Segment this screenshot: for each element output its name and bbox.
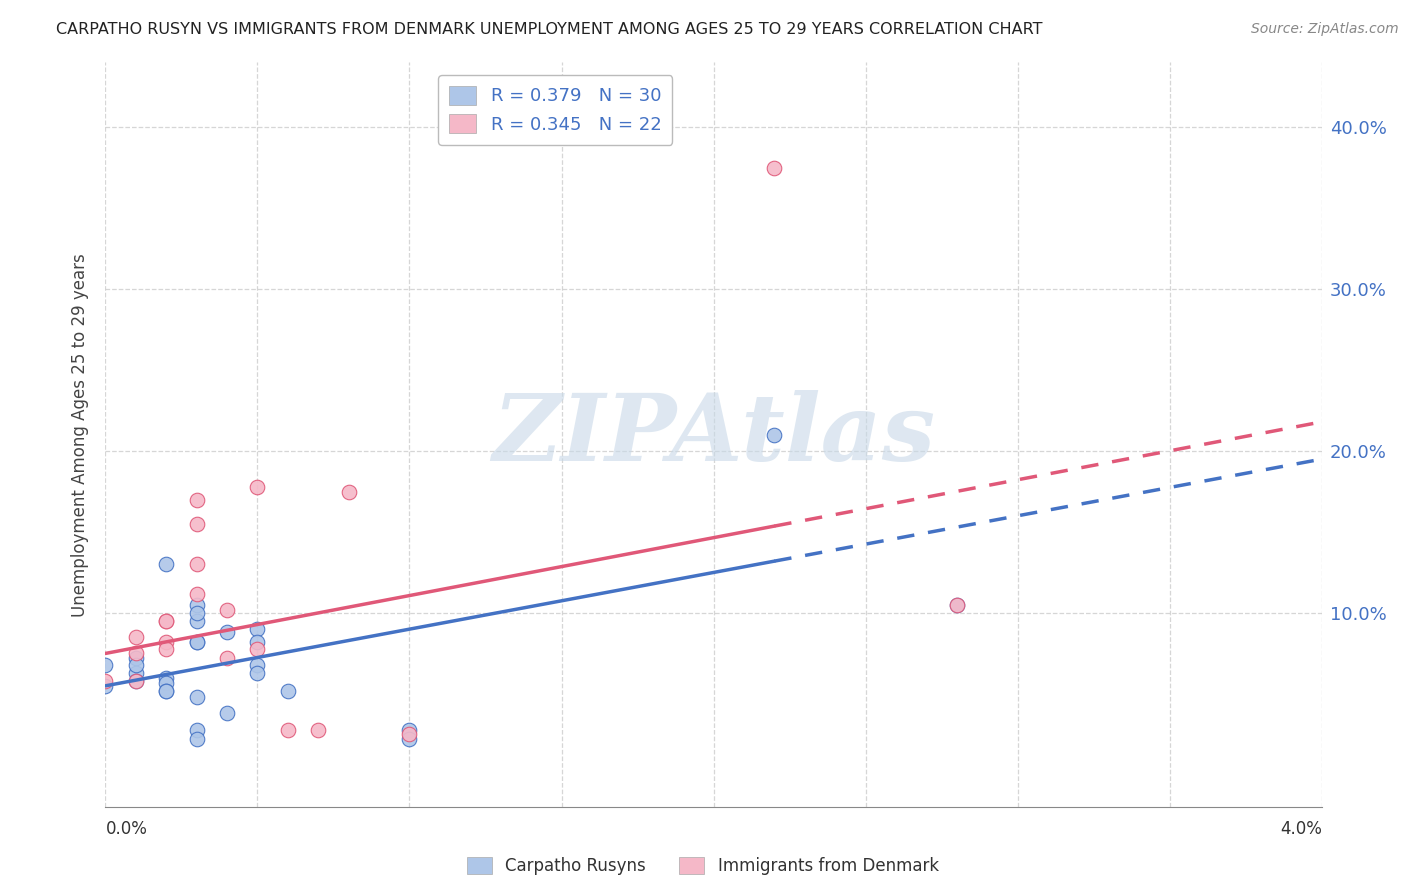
Point <box>186 558 208 572</box>
Point <box>186 516 208 531</box>
Point <box>246 480 269 494</box>
Point <box>186 635 208 649</box>
Point <box>246 657 269 672</box>
Point <box>155 614 177 628</box>
Point <box>277 723 299 737</box>
Point <box>125 657 148 672</box>
Point <box>155 683 177 698</box>
Point <box>217 625 239 640</box>
Point <box>94 673 117 688</box>
Point <box>186 732 208 747</box>
Point <box>186 723 208 737</box>
Point <box>763 161 786 175</box>
Text: CARPATHO RUSYN VS IMMIGRANTS FROM DENMARK UNEMPLOYMENT AMONG AGES 25 TO 29 YEARS: CARPATHO RUSYN VS IMMIGRANTS FROM DENMAR… <box>56 22 1043 37</box>
Point <box>398 727 420 741</box>
Point <box>155 675 177 690</box>
Point <box>217 603 239 617</box>
Point <box>125 673 148 688</box>
Point <box>217 651 239 665</box>
Point <box>125 651 148 665</box>
Point <box>155 671 177 685</box>
Text: 4.0%: 4.0% <box>1279 821 1322 838</box>
Point <box>246 665 269 680</box>
Point <box>186 635 208 649</box>
Point <box>186 606 208 620</box>
Point <box>277 683 299 698</box>
Point <box>186 598 208 612</box>
Point <box>155 558 177 572</box>
Point <box>337 484 360 499</box>
Point <box>307 723 329 737</box>
Point <box>186 586 208 600</box>
Point <box>155 614 177 628</box>
Point <box>155 635 177 649</box>
Point <box>125 673 148 688</box>
Point <box>125 665 148 680</box>
Text: 0.0%: 0.0% <box>105 821 148 838</box>
Y-axis label: Unemployment Among Ages 25 to 29 years: Unemployment Among Ages 25 to 29 years <box>72 253 90 616</box>
Point <box>155 683 177 698</box>
Legend: Carpatho Rusyns, Immigrants from Denmark: Carpatho Rusyns, Immigrants from Denmark <box>460 850 946 882</box>
Point <box>186 614 208 628</box>
Point <box>186 690 208 705</box>
Point <box>246 622 269 636</box>
Point <box>945 598 967 612</box>
Point <box>945 598 967 612</box>
Point <box>125 647 148 661</box>
Point <box>398 723 420 737</box>
Legend: R = 0.379   N = 30, R = 0.345   N = 22: R = 0.379 N = 30, R = 0.345 N = 22 <box>439 75 672 145</box>
Point <box>217 706 239 721</box>
Point <box>186 492 208 507</box>
Point <box>763 428 786 442</box>
Point <box>246 635 269 649</box>
Point <box>94 657 117 672</box>
Text: Source: ZipAtlas.com: Source: ZipAtlas.com <box>1251 22 1399 37</box>
Text: ZIPAtlas: ZIPAtlas <box>492 390 935 480</box>
Point <box>155 641 177 656</box>
Point <box>246 641 269 656</box>
Point <box>94 679 117 693</box>
Point <box>125 630 148 644</box>
Point <box>398 732 420 747</box>
